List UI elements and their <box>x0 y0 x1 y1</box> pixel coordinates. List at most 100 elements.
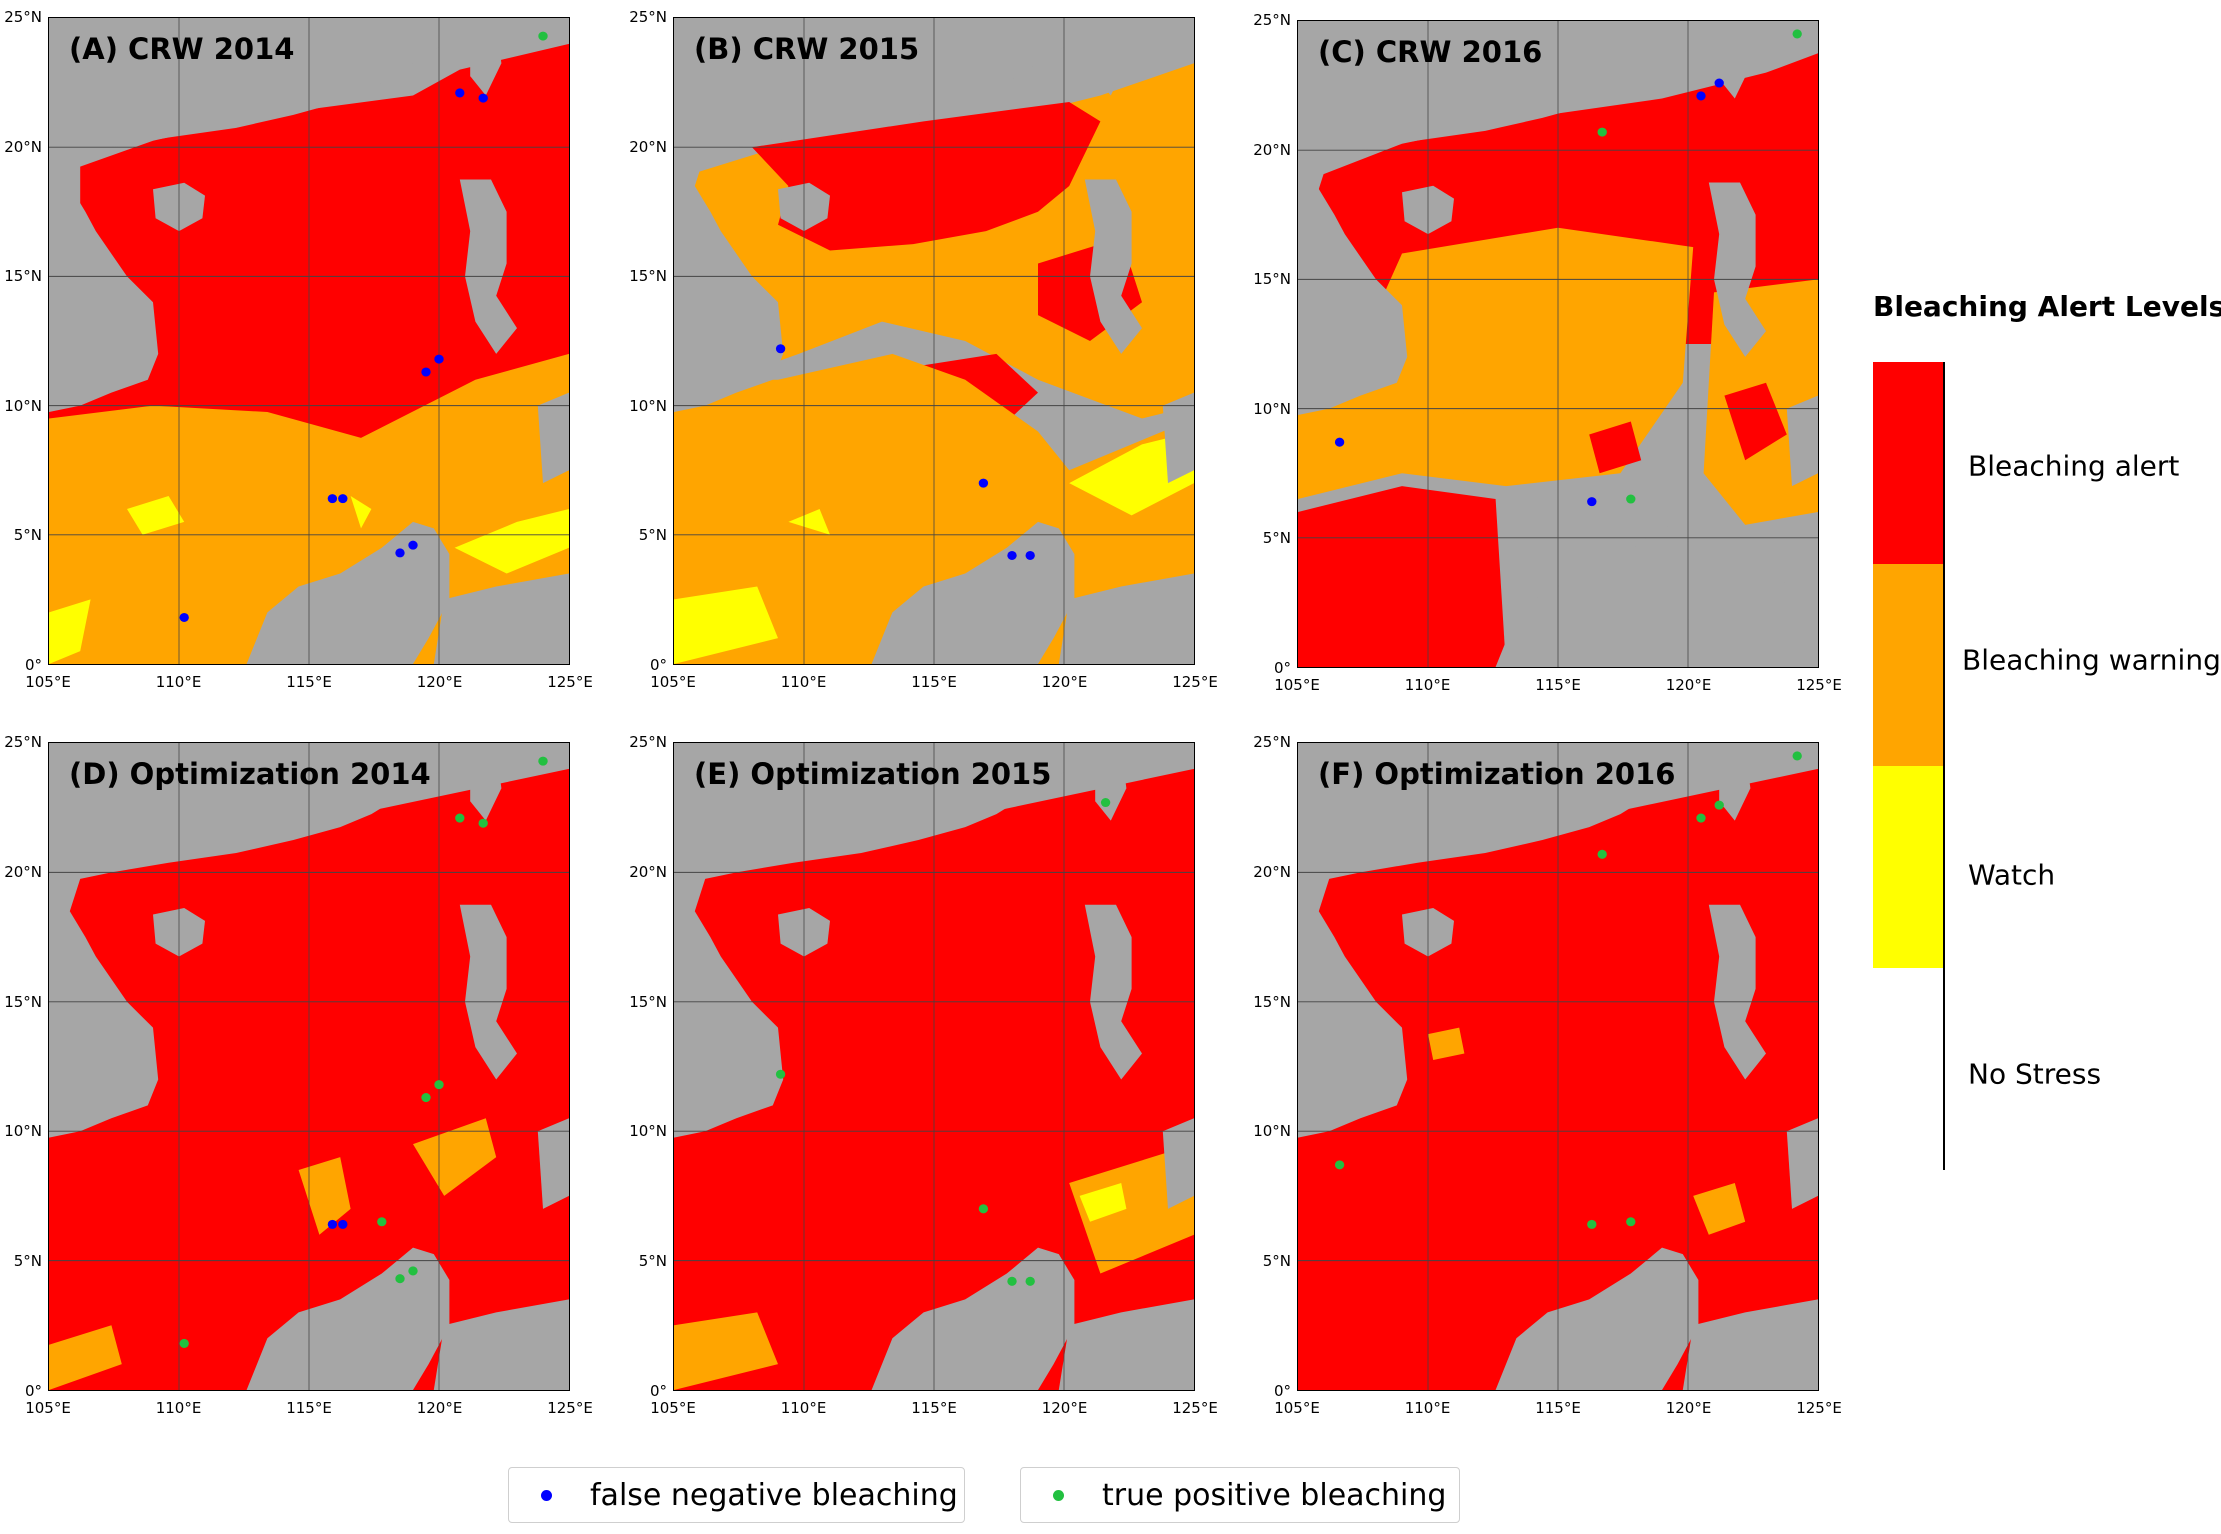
y-tick-label: 0° <box>24 656 42 674</box>
y-tick-label: 15°N <box>4 267 42 286</box>
y-tick-label: 10°N <box>629 1122 667 1141</box>
x-tick-label: 115°E <box>911 673 957 691</box>
y-tick-label: 25°N <box>1253 733 1291 751</box>
y-tick-label: 5°N <box>638 526 667 545</box>
false-negative-point <box>434 354 444 364</box>
x-tick-label: 115°E <box>1535 676 1581 694</box>
false-negative-point <box>1696 91 1706 101</box>
x-tick-label: 105°E <box>1274 1399 1320 1417</box>
true-positive-label: true positive bleaching <box>1102 1477 1447 1513</box>
map-canvas <box>1298 21 1818 667</box>
x-tick-label: 110°E <box>1404 1399 1451 1417</box>
legend-swatch-alert <box>1873 362 1943 564</box>
false-negative-point <box>1007 550 1017 560</box>
map-frame: (D) Optimization 2014 <box>48 742 570 1391</box>
map-canvas <box>49 18 569 664</box>
y-tick-label: 25°N <box>4 8 42 26</box>
x-tick-label: 105°E <box>1274 676 1320 694</box>
x-tick-label: 120°E <box>1665 1399 1712 1417</box>
true-positive-point <box>1714 800 1724 810</box>
y-tick-label: 5°N <box>1262 529 1291 548</box>
true-positive-point <box>978 1204 989 1214</box>
true-positive-point <box>538 31 548 41</box>
x-tick-label: 105°E <box>25 673 71 691</box>
x-tick-label: 125°E <box>547 1399 593 1417</box>
true-positive-point <box>1587 1219 1597 1229</box>
x-tick-label: 105°E <box>650 1399 696 1417</box>
true-positive-point <box>1007 1276 1017 1286</box>
x-tick-label: 120°E <box>1665 676 1712 694</box>
y-tick-label: 0° <box>649 1382 667 1400</box>
true-positive-point <box>1792 29 1802 39</box>
y-tick-label: 10°N <box>4 1122 42 1141</box>
false-negative-point <box>978 478 989 488</box>
map-frame: (C) CRW 2016 <box>1297 20 1819 668</box>
false-negative-point <box>179 612 189 623</box>
false-negative-point <box>395 548 405 558</box>
legend-label-warning: Bleaching warning <box>1962 643 2221 677</box>
x-tick-label: 120°E <box>1041 673 1088 691</box>
y-tick-label: 25°N <box>4 733 42 751</box>
true-positive-point <box>1025 1276 1035 1286</box>
x-tick-label: 120°E <box>416 1399 463 1417</box>
y-tick-label: 15°N <box>1253 270 1291 289</box>
x-tick-label: 115°E <box>911 1399 957 1417</box>
y-tick-label: 5°N <box>13 1252 42 1271</box>
true-positive-point <box>179 1338 189 1348</box>
panel-title: (D) Optimization 2014 <box>69 757 431 791</box>
x-tick-label: 120°E <box>1041 1399 1088 1417</box>
panel-title: (F) Optimization 2016 <box>1318 757 1676 791</box>
true-positive-point <box>538 756 548 766</box>
false-negative-point <box>327 494 338 504</box>
x-tick-label: 110°E <box>155 673 202 691</box>
true-positive-point <box>434 1080 444 1090</box>
false-negative-point <box>421 367 431 377</box>
y-tick-label: 0° <box>649 656 667 674</box>
true-positive-point <box>421 1093 431 1103</box>
x-tick-label: 125°E <box>547 673 593 691</box>
false-negative-point <box>1587 497 1597 507</box>
y-tick-label: 15°N <box>629 267 667 286</box>
false-negative-point <box>455 88 465 98</box>
legend-label-nostress: No Stress <box>1968 1057 2102 1091</box>
true-positive-point <box>1626 1217 1636 1227</box>
map-canvas <box>674 18 1194 664</box>
false-negative-point <box>327 1219 338 1229</box>
true-positive-point <box>775 1069 786 1079</box>
false-negative-legend: false negative bleaching <box>508 1467 965 1523</box>
map-frame: (F) Optimization 2016 <box>1297 742 1819 1391</box>
x-tick-label: 125°E <box>1172 1399 1218 1417</box>
y-tick-label: 5°N <box>1262 1252 1291 1271</box>
y-tick-label: 20°N <box>1253 140 1291 159</box>
y-tick-label: 0° <box>1273 659 1291 677</box>
y-tick-label: 10°N <box>1253 399 1291 418</box>
y-tick-label: 0° <box>24 1382 42 1400</box>
y-tick-label: 25°N <box>629 8 667 26</box>
y-tick-label: 25°N <box>629 733 667 751</box>
map-canvas <box>674 743 1194 1390</box>
false-negative-label: false negative bleaching <box>590 1477 958 1513</box>
true-positive-point <box>1100 797 1111 808</box>
false-negative-point <box>775 344 786 354</box>
x-tick-label: 115°E <box>286 673 332 691</box>
true-positive-point <box>455 813 465 823</box>
y-tick-label: 15°N <box>1253 992 1291 1011</box>
true-positive-point <box>478 818 488 828</box>
y-tick-label: 20°N <box>1253 862 1291 881</box>
true-positive-point <box>1626 494 1636 504</box>
y-tick-label: 20°N <box>629 137 667 156</box>
true-positive-point <box>395 1274 405 1284</box>
y-tick-label: 20°N <box>629 862 667 881</box>
y-tick-label: 15°N <box>4 992 42 1011</box>
legend-swatch-nostress <box>1873 968 1943 1170</box>
y-tick-label: 20°N <box>4 137 42 156</box>
x-tick-label: 115°E <box>1535 1399 1581 1417</box>
panel-title: (B) CRW 2015 <box>694 32 920 66</box>
map-frame: (E) Optimization 2015 <box>673 742 1195 1391</box>
y-tick-label: 10°N <box>629 396 667 415</box>
y-tick-label: 0° <box>1273 1382 1291 1400</box>
y-tick-label: 10°N <box>1253 1122 1291 1141</box>
x-tick-label: 125°E <box>1796 676 1842 694</box>
x-tick-label: 120°E <box>416 673 463 691</box>
map-canvas <box>49 743 569 1390</box>
